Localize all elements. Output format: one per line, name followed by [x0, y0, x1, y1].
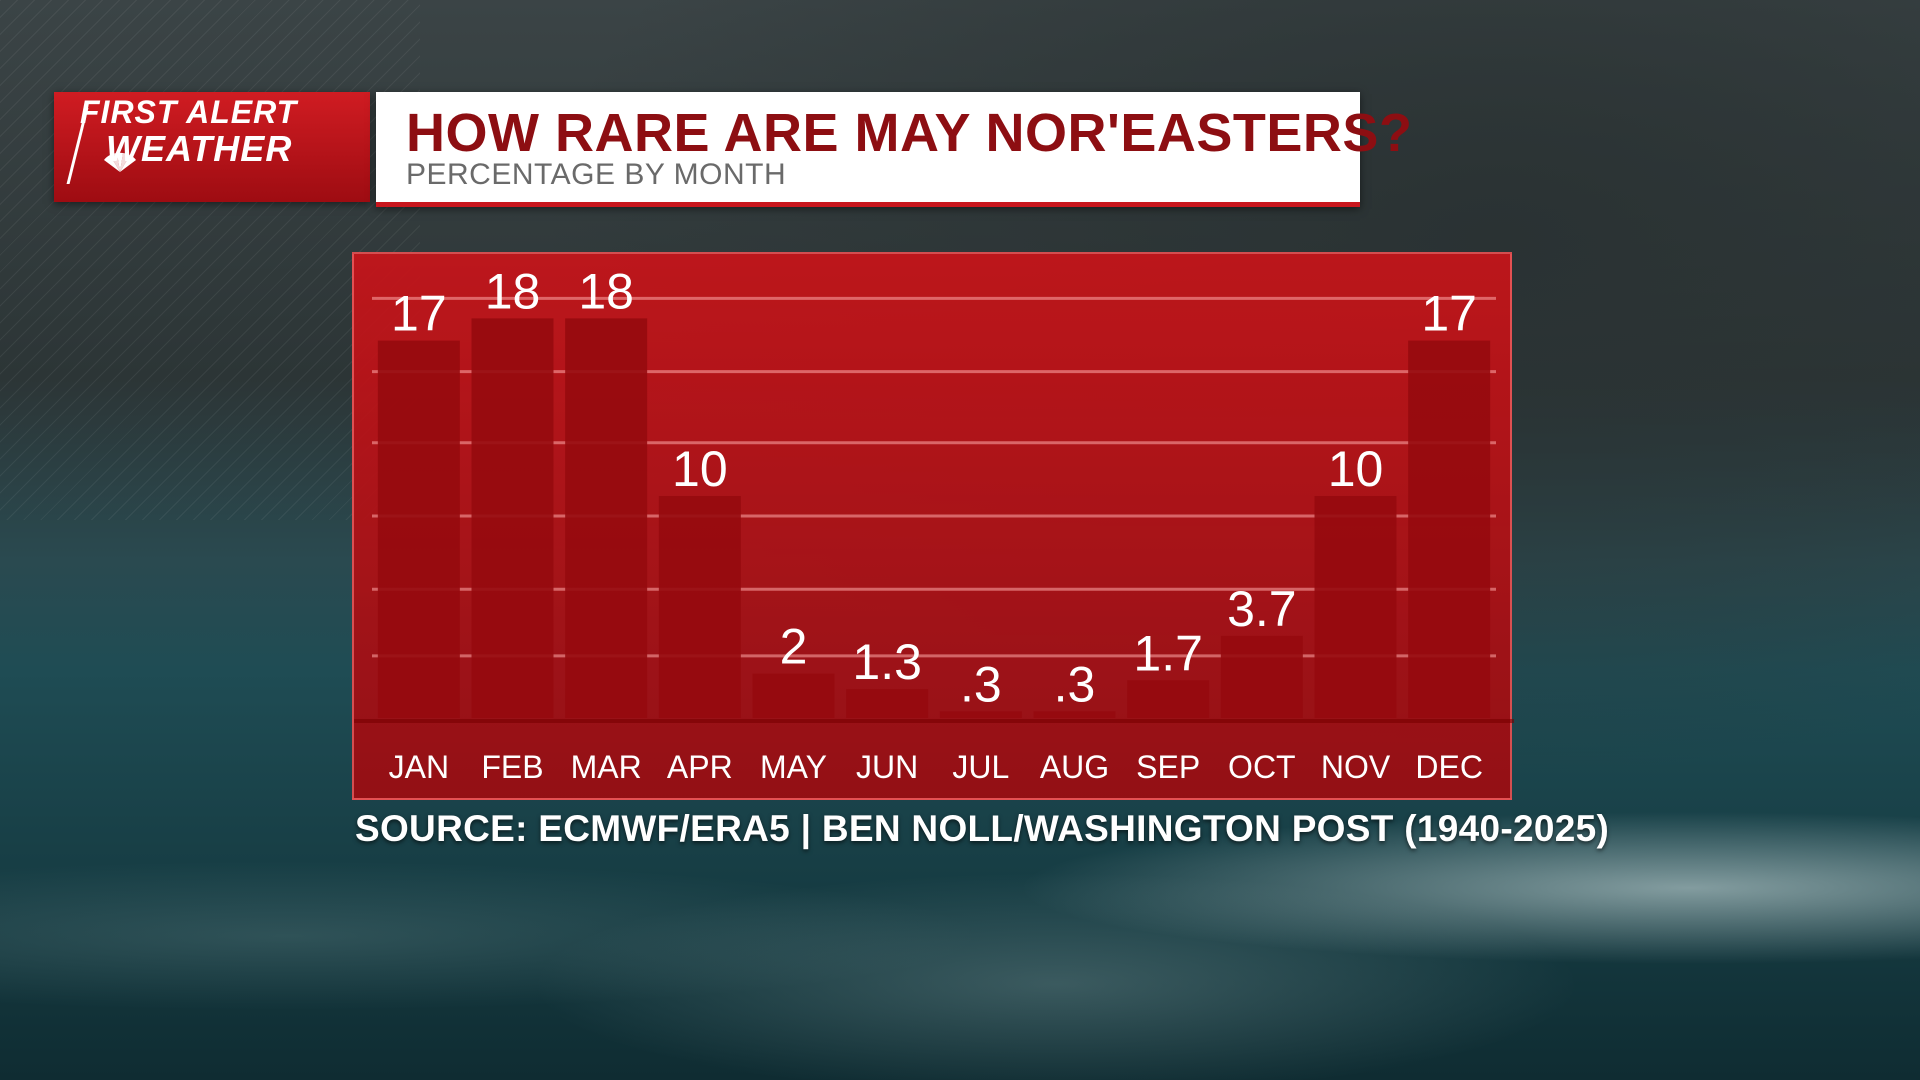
logo-text-first-alert: FIRST ALERT — [80, 94, 298, 130]
bar-jun — [846, 689, 929, 718]
category-label-dec: DEC — [1415, 749, 1483, 785]
category-label-jul: JUL — [952, 749, 1009, 785]
bar-feb — [471, 318, 554, 718]
page-subtitle: PERCENTAGE BY MONTH — [406, 158, 787, 191]
value-label-jan: 17 — [391, 286, 447, 342]
value-label-jun: 1.3 — [852, 634, 922, 690]
source-credit: SOURCE: ECMWF/ERA5 | BEN NOLL/WASHINGTON… — [355, 808, 1610, 849]
category-label-apr: APR — [667, 749, 733, 785]
category-label-mar: MAR — [571, 749, 642, 785]
value-label-feb: 18 — [485, 263, 541, 319]
category-label-feb: FEB — [481, 749, 543, 785]
category-label-oct: OCT — [1228, 749, 1296, 785]
value-label-sep: 1.7 — [1133, 625, 1203, 681]
bar-sep — [1127, 680, 1210, 718]
bar-chart: 17 JAN 18 FEB 18 MAR 10 APR 2 MAY 1.3 JUN .3 JUL .3 AUG… — [354, 263, 1514, 785]
value-label-nov: 10 — [1328, 441, 1384, 497]
bar-aug — [1033, 711, 1116, 718]
value-label-jul: .3 — [960, 656, 1002, 712]
category-label-jun: JUN — [856, 749, 918, 785]
bar-mar — [565, 318, 648, 718]
bar-oct — [1220, 635, 1303, 718]
title-banner: HOW RARE ARE MAY NOR'EASTERS? PERCENTAGE… — [376, 92, 1412, 207]
value-label-aug: .3 — [1054, 656, 1096, 712]
value-label-may: 2 — [780, 619, 808, 675]
bar-apr — [658, 496, 741, 718]
category-label-nov: NOV — [1321, 749, 1391, 785]
category-label-aug: AUG — [1040, 749, 1109, 785]
sea-foam — [0, 760, 1920, 1080]
category-label-jan: JAN — [389, 749, 449, 785]
value-label-apr: 10 — [672, 441, 728, 497]
first-alert-weather-logo: FIRST ALERT WEATHER — [54, 92, 370, 202]
logo-text-weather: WEATHER — [106, 128, 293, 169]
bar-jan — [377, 340, 460, 718]
value-label-mar: 18 — [578, 263, 634, 319]
page-title: HOW RARE ARE MAY NOR'EASTERS? — [406, 103, 1413, 163]
bar-dec — [1408, 340, 1491, 718]
bar-nov — [1314, 496, 1397, 718]
chart-panel: 17 JAN 18 FEB 18 MAR 10 APR 2 MAY 1.3 JUN .3 JUL .3 AUG… — [352, 252, 1514, 800]
value-label-oct: 3.7 — [1227, 581, 1297, 637]
value-label-dec: 17 — [1421, 286, 1477, 342]
sky-texture — [0, 0, 420, 520]
category-label-may: MAY — [760, 749, 827, 785]
peacock-icon — [104, 152, 136, 172]
category-label-sep: SEP — [1136, 749, 1200, 785]
bar-jul — [939, 711, 1022, 718]
bar-may — [752, 673, 835, 718]
